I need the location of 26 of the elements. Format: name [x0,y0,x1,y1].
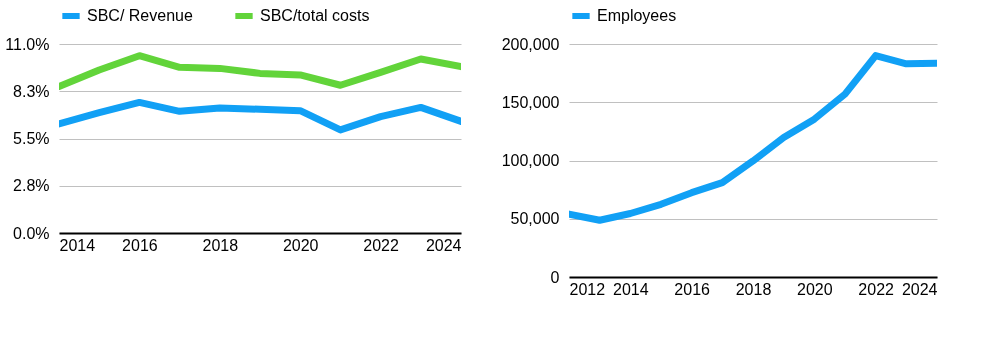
x-tick-label: 2012 [569,280,606,298]
y-tick-label: 100,000 [501,152,560,169]
y-tick-label: 2.8% [13,177,50,195]
x-tick-label: 2022 [363,236,399,254]
y-tick-label: 0 [550,268,560,286]
x-tick-label: 2022 [858,280,895,298]
y-tick-label: 50,000 [510,210,560,228]
x-tick-label: 2016 [674,280,711,298]
y-tick-label: 5.5% [13,130,50,147]
legend-label: Employees [597,7,677,24]
x-tick-label: 2020 [797,280,833,298]
y-tick-label: 150,000 [501,93,560,111]
y-tick-label: 11.0% [5,35,50,53]
x-tick-label: 2024 [425,236,462,254]
y-tick-label: 8.3% [13,82,50,100]
x-tick-label: 2024 [901,280,938,298]
x-tick-label: 2016 [122,236,158,254]
legend-label: SBC/ Revenue [87,7,193,24]
x-tick-label: 2014 [613,280,649,298]
x-tick-label: 2018 [202,236,239,254]
x-tick-label: 2014 [59,236,96,254]
y-tick-label: 200,000 [501,35,560,53]
legend-label: SBC/total costs [260,7,370,24]
y-tick-label: 0.0% [13,224,50,242]
x-tick-label: 2018 [735,280,772,298]
x-tick-label: 2020 [282,236,319,254]
